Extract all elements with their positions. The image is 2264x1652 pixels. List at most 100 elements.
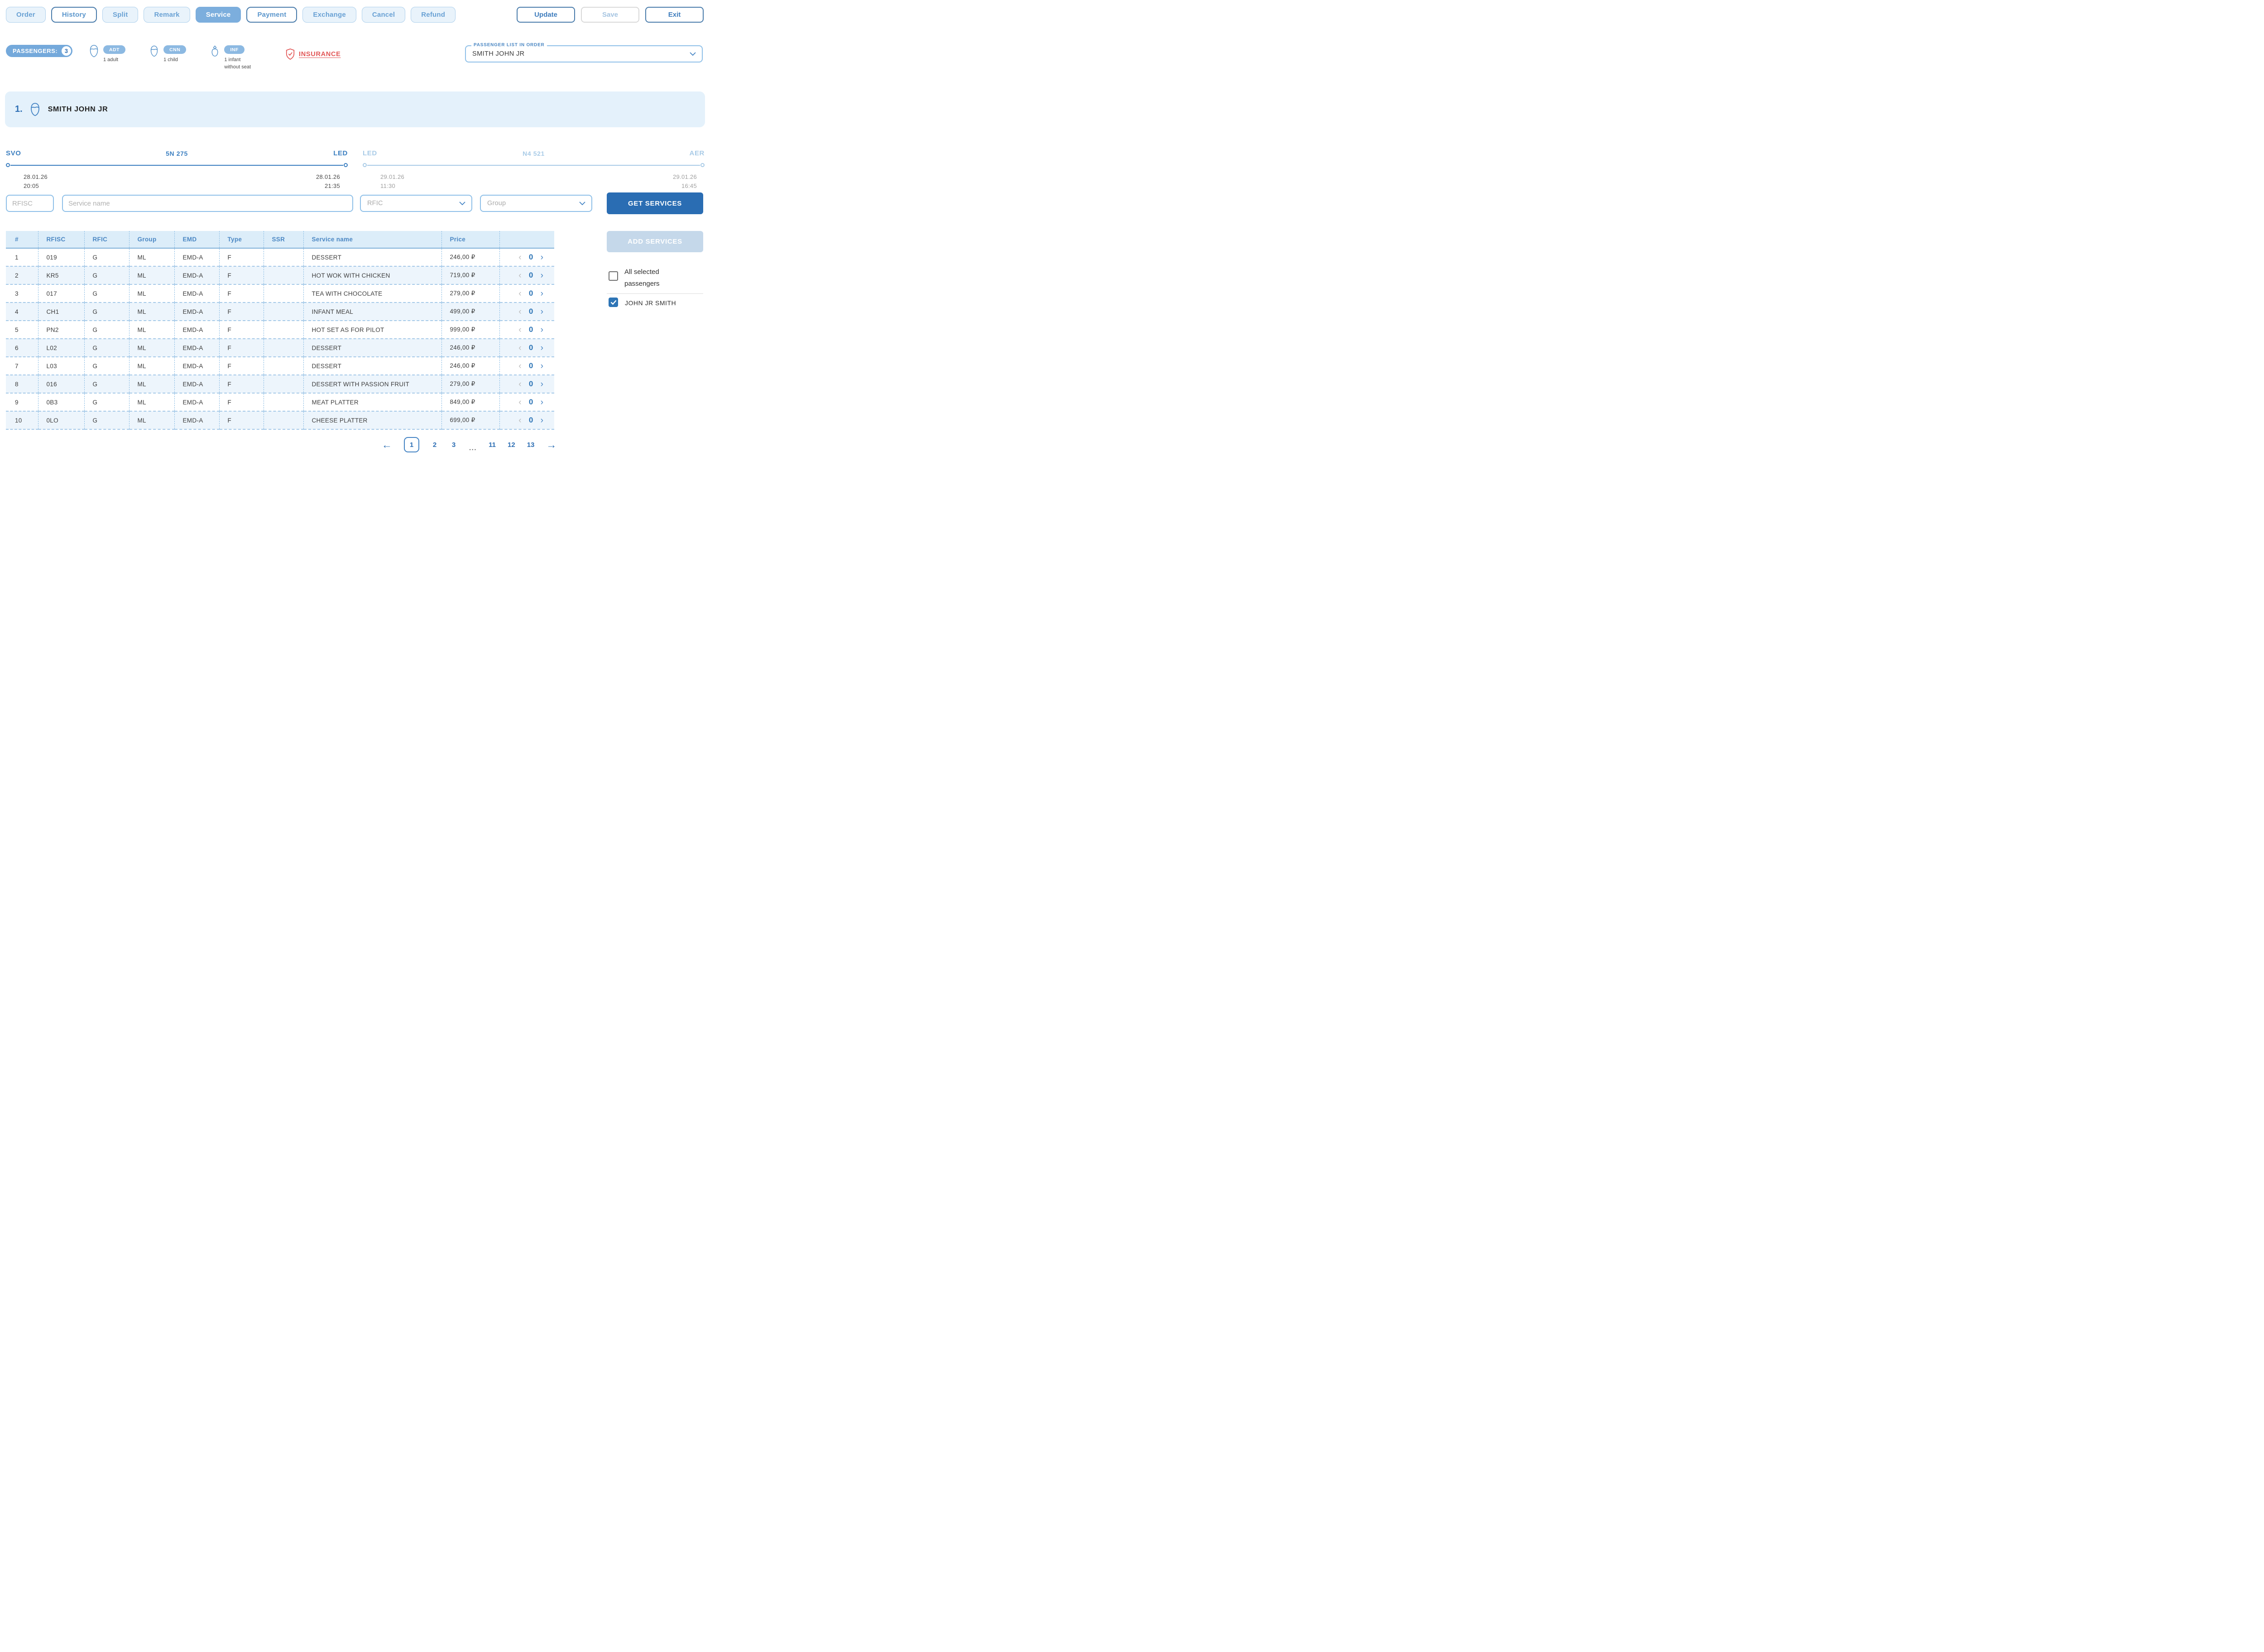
- cell-price: 246,00 ₽: [441, 357, 500, 375]
- passenger-john-jr-smith-checkbox[interactable]: [609, 298, 618, 307]
- decrease-quantity-button[interactable]: ‹: [518, 252, 522, 262]
- quantity-value: 0: [528, 289, 533, 298]
- cell-group: ML: [129, 393, 175, 412]
- passenger-type-info: ADT 1 adult: [103, 45, 126, 71]
- next-page-arrow[interactable]: →: [546, 438, 557, 451]
- increase-quantity-button[interactable]: ›: [540, 307, 544, 317]
- cell-service: HOT WOK WITH CHICKEN: [303, 266, 442, 285]
- decrease-quantity-button[interactable]: ‹: [518, 325, 522, 335]
- cell-rfic: G: [84, 248, 130, 267]
- cell-service: TEA WITH CHOCOLATE: [303, 284, 442, 303]
- chevron-down-icon: [690, 52, 696, 56]
- segment-track: [367, 165, 700, 166]
- table-row: 7 L03 G ML EMD-A F DESSERT 246,00 ₽ ‹ 0 ›: [6, 357, 554, 375]
- increase-quantity-button[interactable]: ›: [540, 288, 544, 298]
- quantity-stepper: ‹ 0 ›: [508, 271, 555, 280]
- arrival-date: 29.01.26: [672, 173, 697, 180]
- table-row: 6 L02 G ML EMD-A F DESSERT 246,00 ₽ ‹ 0 ›: [6, 339, 554, 357]
- cell-type: F: [219, 393, 264, 412]
- quantity-stepper: ‹ 0 ›: [508, 325, 555, 334]
- cell-emd: EMD-A: [174, 411, 220, 430]
- page-3[interactable]: 3: [451, 441, 456, 449]
- get-services-button[interactable]: GET SERVICES: [607, 192, 703, 214]
- cell-ssr: [264, 411, 304, 430]
- page-11[interactable]: 11: [489, 441, 496, 449]
- increase-quantity-button[interactable]: ›: [540, 252, 544, 262]
- increase-quantity-button[interactable]: ›: [540, 415, 544, 425]
- passenger-type-inf: INF 1 infant without seat: [209, 45, 251, 71]
- cell-group: ML: [129, 284, 175, 303]
- passenger-list-select[interactable]: PASSENGER LIST IN ORDER SMITH JOHN JR: [465, 43, 703, 62]
- cell-num: 1: [6, 248, 38, 267]
- exit-button[interactable]: Exit: [645, 7, 704, 23]
- cell-type: F: [219, 411, 264, 430]
- decrease-quantity-button[interactable]: ‹: [518, 397, 522, 407]
- header-quantity: [499, 231, 554, 249]
- passenger-type-info: CNN 1 child: [163, 45, 187, 71]
- save-button[interactable]: Save: [581, 7, 639, 23]
- tab-exchange[interactable]: Exchange: [302, 7, 356, 23]
- tab-remark[interactable]: Remark: [144, 7, 190, 23]
- flight-segment-2[interactable]: LED N4 521 AER 29.01.26 11:30 29.01.26 1…: [363, 149, 705, 191]
- segment-origin-dot: [6, 163, 10, 167]
- add-services-button[interactable]: ADD SERVICES: [607, 231, 703, 252]
- cell-service: DESSERT: [303, 339, 442, 357]
- increase-quantity-button[interactable]: ›: [540, 325, 544, 335]
- page-2[interactable]: 2: [432, 441, 437, 449]
- page-13[interactable]: 13: [527, 441, 535, 449]
- pagination: ← 1 2 3... 11 12 13 →: [382, 437, 556, 453]
- chevron-down-icon: [459, 202, 465, 205]
- increase-quantity-button[interactable]: ›: [540, 379, 544, 389]
- cell-emd: EMD-A: [174, 303, 220, 321]
- cell-num: 5: [6, 321, 38, 339]
- header-emd: EMD: [174, 231, 220, 249]
- tab-order[interactable]: Order: [6, 7, 46, 23]
- increase-quantity-button[interactable]: ›: [540, 397, 544, 407]
- service-name-input[interactable]: [62, 195, 353, 212]
- chevron-down-icon: [579, 202, 585, 205]
- cell-service: DESSERT WITH PASSION FRUIT: [303, 375, 442, 394]
- departure-time: 11:30: [380, 182, 396, 189]
- previous-page-arrow[interactable]: ←: [382, 438, 392, 451]
- cell-quantity: ‹ 0 ›: [499, 266, 555, 285]
- cell-price: 849,00 ₽: [441, 393, 500, 412]
- insurance-link[interactable]: INSURANCE: [299, 50, 341, 58]
- decrease-quantity-button[interactable]: ‹: [518, 379, 522, 389]
- cell-rfisc: KR5: [38, 266, 85, 285]
- decrease-quantity-button[interactable]: ‹: [518, 361, 522, 371]
- segment-dates: 28.01.26 20:05 28.01.26 21:35: [6, 173, 348, 191]
- increase-quantity-button[interactable]: ›: [540, 270, 544, 280]
- decrease-quantity-button[interactable]: ‹: [518, 270, 522, 280]
- increase-quantity-button[interactable]: ›: [540, 361, 544, 371]
- departure-date: 29.01.26: [380, 173, 405, 180]
- tab-payment[interactable]: Payment: [246, 7, 297, 23]
- rfic-select[interactable]: RFIC: [360, 195, 472, 212]
- rfisc-input[interactable]: [6, 195, 54, 212]
- passenger-type-badge: INF: [224, 45, 245, 54]
- cell-group: ML: [129, 266, 175, 285]
- update-button[interactable]: Update: [517, 7, 575, 23]
- all-selected-passengers-checkbox[interactable]: [609, 271, 618, 281]
- tab-split[interactable]: Split: [102, 7, 139, 23]
- decrease-quantity-button[interactable]: ‹: [518, 415, 522, 425]
- increase-quantity-button[interactable]: ›: [540, 343, 544, 353]
- decrease-quantity-button[interactable]: ‹: [518, 288, 522, 298]
- cell-ssr: [264, 303, 304, 321]
- tab-refund[interactable]: Refund: [411, 7, 456, 23]
- tab-cancel[interactable]: Cancel: [361, 7, 406, 23]
- page-12[interactable]: 12: [508, 441, 515, 449]
- page-1[interactable]: 1: [404, 437, 419, 452]
- segment-timeline: [6, 163, 348, 168]
- flight-segment-1[interactable]: SVO 5N 275 LED 28.01.26 20:05 28.01.26 2…: [6, 149, 348, 191]
- group-select[interactable]: Group: [480, 195, 592, 212]
- segment-origin: LED: [363, 149, 377, 157]
- passenger-name: SMITH JOHN JR: [48, 105, 108, 113]
- cell-num: 4: [6, 303, 38, 321]
- tab-service[interactable]: Service: [195, 7, 241, 23]
- cell-price: 246,00 ₽: [441, 248, 500, 267]
- decrease-quantity-button[interactable]: ‹: [518, 307, 522, 317]
- checkmark-icon: [610, 300, 616, 305]
- tab-history[interactable]: History: [51, 7, 97, 23]
- decrease-quantity-button[interactable]: ‹: [518, 343, 522, 353]
- table-header-row: # RFISC RFIC Group EMD Type SSR Service …: [6, 231, 554, 249]
